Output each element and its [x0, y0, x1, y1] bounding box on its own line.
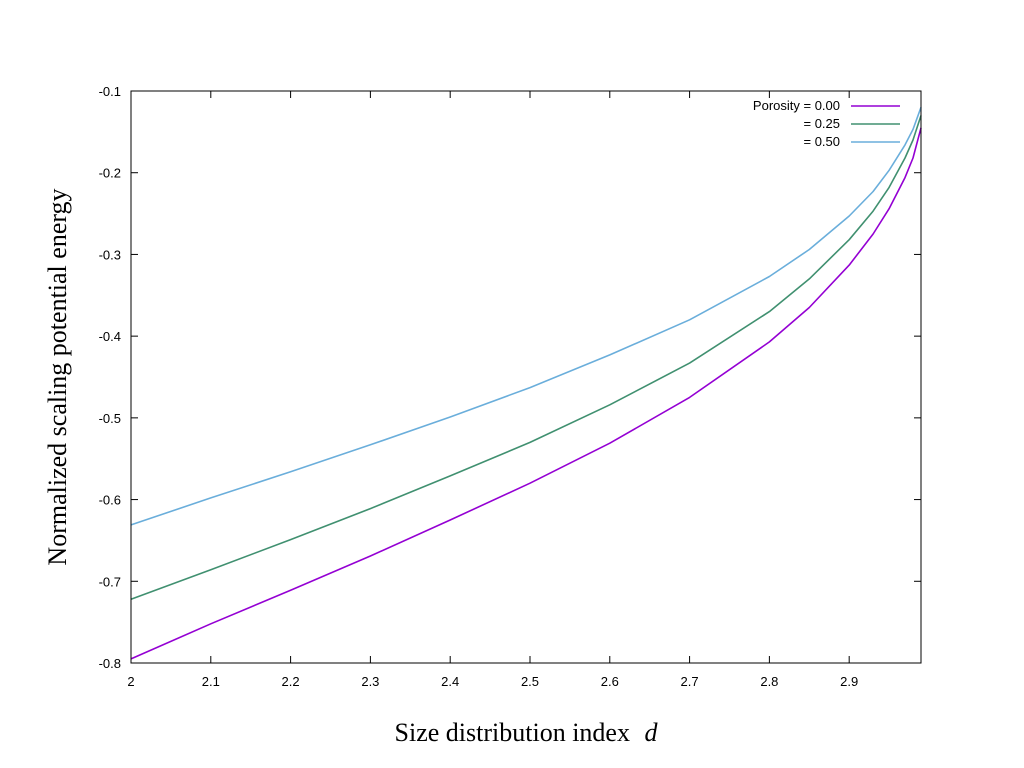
x-tick-label: 2.4	[441, 674, 459, 689]
y-tick-label: -0.7	[99, 574, 121, 589]
x-axis-ticks: 2 2.1 2.2 2.3 2.4 2.5 2.6 2.7 2.8 2.9	[127, 91, 858, 689]
legend-label-0: Porosity = 0.00	[753, 98, 840, 113]
legend-label-2: = 0.50	[803, 134, 840, 149]
series-line-2	[130, 107, 922, 526]
x-tick-label: 2.9	[840, 674, 858, 689]
legend-label-1: = 0.25	[803, 116, 840, 131]
y-axis-ticks: -0.1 -0.2 -0.3 -0.4 -0.5 -0.6 -0.7 -0.8	[99, 84, 921, 671]
x-tick-label: 2.5	[521, 674, 539, 689]
y-tick-label: -0.8	[99, 656, 121, 671]
y-tick-label: -0.4	[99, 329, 121, 344]
x-tick-label: 2.1	[202, 674, 220, 689]
y-tick-label: -0.3	[99, 247, 121, 262]
y-tick-label: -0.1	[99, 84, 121, 99]
y-axis-title: Normalized scaling potential energy	[43, 188, 72, 565]
plot-frame	[130, 90, 922, 664]
y-tick-label: -0.5	[99, 411, 121, 426]
y-tick-label: -0.6	[99, 493, 121, 508]
x-tick-label: 2.6	[601, 674, 619, 689]
x-tick-label: 2.8	[760, 674, 778, 689]
x-tick-label: 2.7	[681, 674, 699, 689]
series-line-0	[130, 127, 922, 660]
y-tick-label: -0.2	[99, 166, 121, 181]
x-axis-title-variable: d	[644, 718, 658, 747]
x-tick-label: 2	[127, 674, 134, 689]
x-tick-label: 2.3	[361, 674, 379, 689]
plot-lines	[130, 107, 922, 660]
legend: Porosity = 0.00 = 0.25 = 0.50	[753, 98, 900, 149]
series-line-1	[130, 115, 922, 601]
x-axis-title: Size distribution index d	[395, 718, 659, 747]
x-tick-label: 2.2	[282, 674, 300, 689]
x-axis-title-text: Size distribution index	[395, 718, 630, 747]
